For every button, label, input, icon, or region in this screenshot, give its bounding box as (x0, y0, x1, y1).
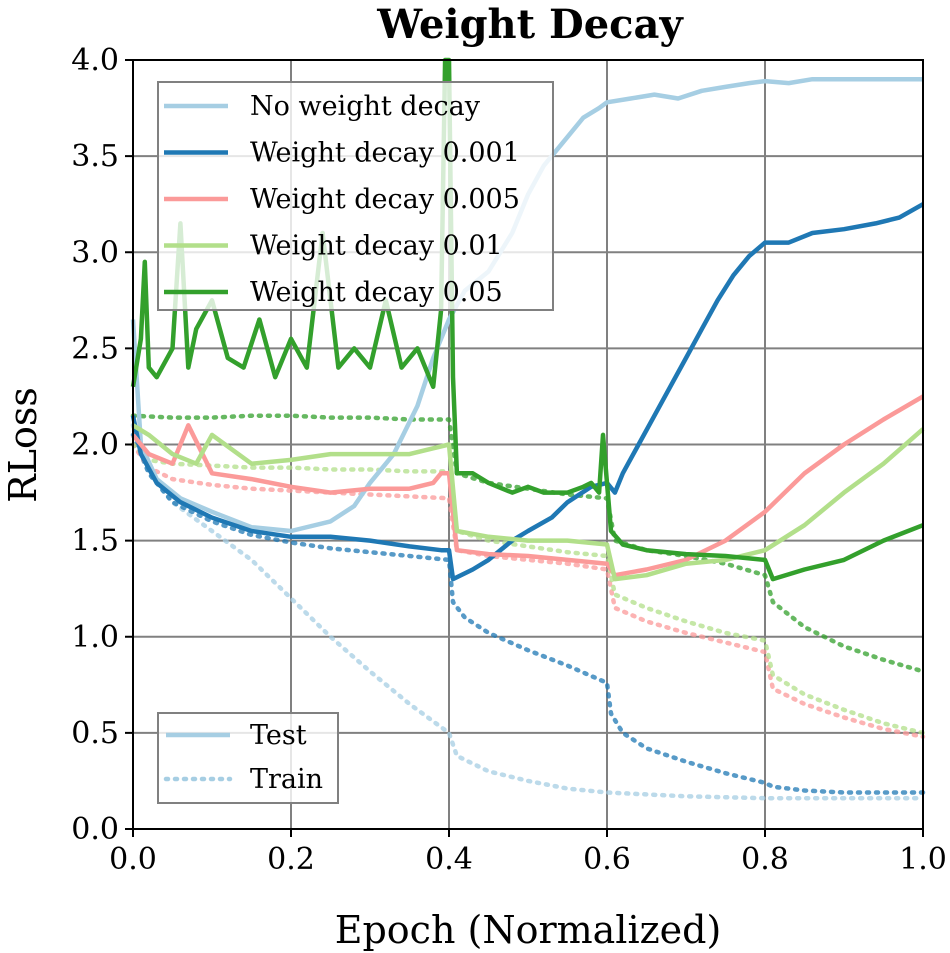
legend-label-weight-decay-0-05: Weight decay 0.05 (250, 277, 503, 308)
test-line-weight-decay-0-01 (131, 423, 925, 582)
train-line-weight-decay-0-05 (130, 413, 926, 674)
x-tick-label: 0.4 (425, 842, 473, 877)
y-tick-label: 2.0 (71, 428, 119, 463)
x-tick-label: 0.2 (267, 842, 315, 877)
ticks: 0.0 0.2 0.4 0.6 0.8 1.0 0.0 0.5 1.0 1.5 2.0 2.5 3.0 3… (71, 43, 947, 877)
y-tick-label: 3.5 (71, 139, 119, 174)
style-legend-box (157, 712, 339, 804)
y-tick-label: 3.0 (71, 235, 119, 270)
y-tick-label: 2.5 (71, 331, 119, 366)
x-tick-label: 0.8 (741, 842, 789, 877)
test-line-weight-decay-0-001 (130, 202, 925, 582)
x-tick-label: 0.0 (109, 842, 157, 877)
train-line-no-weight-decay (130, 423, 926, 801)
y-tick-label: 1.5 (71, 524, 119, 559)
x-axis-label: Epoch (Normalized) (335, 908, 722, 952)
style-legend: Test Train (157, 712, 339, 804)
train-line-weight-decay-0-005 (130, 442, 926, 739)
y-tick-label: 0.0 (71, 812, 119, 847)
legend-label-weight-decay-0-001: Weight decay 0.001 (250, 138, 520, 169)
train-line-weight-decay-0-01 (130, 442, 926, 736)
legend-label-weight-decay-0-01: Weight decay 0.01 (250, 231, 503, 262)
style-label-train: Train (250, 764, 323, 795)
y-tick-label: 4.0 (71, 43, 119, 78)
train-lines (130, 413, 926, 801)
series-legend-box (157, 81, 554, 311)
style-label-test: Test (250, 720, 307, 751)
chart-title: Weight Decay (376, 1, 684, 48)
x-tick-label: 0.6 (583, 842, 631, 877)
test-line-weight-decay-0-005 (131, 394, 925, 578)
y-axis-label: RLoss (1, 387, 45, 503)
x-tick-label: 1.0 (899, 842, 947, 877)
y-tick-label: 1.0 (71, 620, 119, 655)
train-line-weight-decay-0-001 (130, 432, 926, 795)
legend-label-no-weight-decay: No weight decay (250, 91, 481, 122)
series-legend: No weight decay Weight decay 0.001 Weight … (157, 81, 554, 311)
y-tick-label: 0.5 (71, 716, 119, 751)
legend-label-weight-decay-0-005: Weight decay 0.005 (250, 184, 520, 215)
